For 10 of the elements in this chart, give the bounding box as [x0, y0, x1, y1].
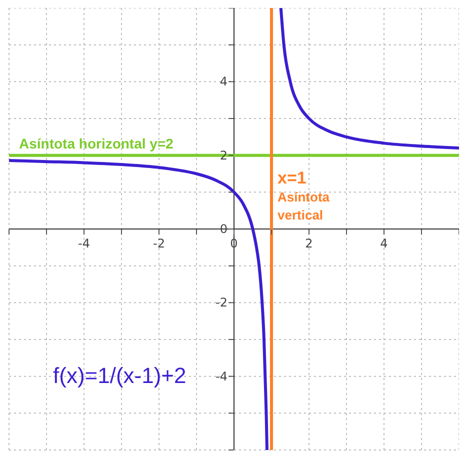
x-tick-label: -4: [78, 236, 90, 250]
x-tick-label: 2: [305, 236, 313, 250]
y-tick-label: -2: [216, 296, 228, 310]
annotation: f(x)=1/(x-1)+2: [53, 363, 186, 389]
y-tick-label: 4: [220, 74, 228, 89]
x-tick-label: -2: [153, 236, 165, 250]
ref-line-label: Asíntota horizontal y=2: [19, 135, 174, 152]
x-tick-label: 4: [380, 236, 388, 250]
y-tick-label: -4: [216, 369, 228, 384]
ref-line-label: x=1 Asíntota vertical: [278, 168, 330, 223]
